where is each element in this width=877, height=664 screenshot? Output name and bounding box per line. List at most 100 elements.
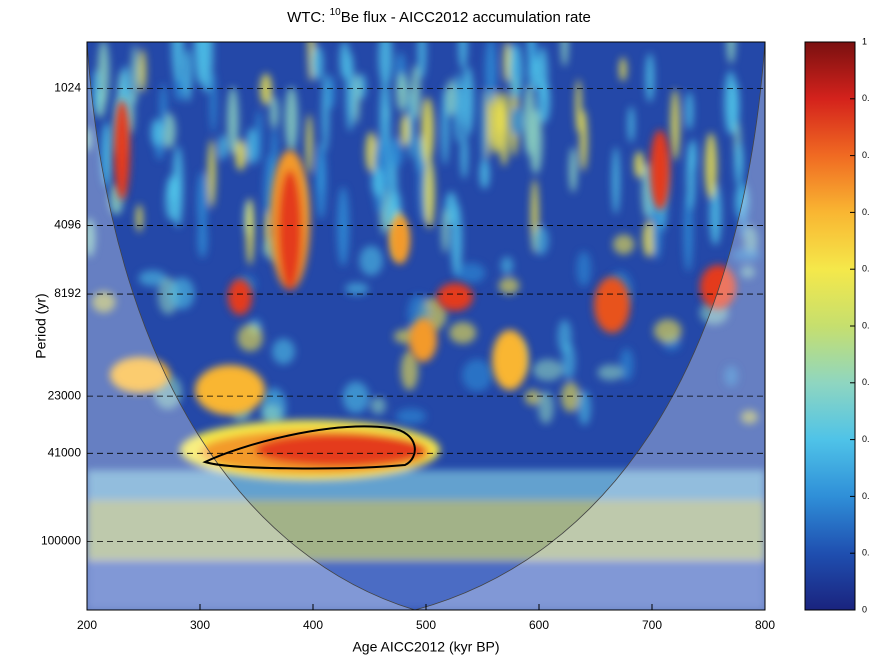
texture (740, 265, 756, 279)
texture (159, 83, 167, 133)
texture (627, 106, 635, 143)
texture (246, 198, 255, 266)
texture (561, 42, 569, 67)
y-tick-label: 1024 (54, 81, 81, 95)
texture (578, 390, 591, 426)
texture (686, 142, 696, 211)
texture (97, 42, 110, 106)
texture (344, 282, 369, 295)
texture (384, 116, 391, 188)
texture (172, 145, 184, 228)
texture (685, 91, 694, 131)
texture (709, 182, 722, 246)
texture (446, 78, 456, 117)
texture (461, 66, 474, 136)
texture (417, 42, 427, 80)
x-tick-label: 500 (416, 618, 436, 632)
title-part: WTC: (287, 9, 330, 26)
texture (739, 203, 748, 238)
texture (395, 408, 427, 424)
texture (371, 167, 384, 197)
colorbar-tick-label: 0. (862, 491, 870, 501)
texture (456, 262, 486, 284)
texture (532, 359, 564, 381)
texture (498, 277, 520, 295)
texture (193, 42, 207, 85)
colorbar-tick-label: 0. (862, 93, 870, 103)
cone-of-influence (87, 42, 765, 610)
texture (218, 134, 227, 161)
texture (532, 225, 549, 256)
texture (420, 97, 435, 165)
texture (510, 106, 523, 137)
texture (260, 404, 282, 422)
texture (227, 86, 239, 155)
texture (612, 146, 620, 215)
texture (131, 44, 139, 104)
texture (449, 321, 477, 344)
x-tick-label: 300 (190, 618, 210, 632)
axes (86, 41, 766, 611)
texture (260, 73, 273, 106)
texture (311, 45, 324, 81)
texture (171, 42, 184, 83)
texture (87, 127, 92, 152)
texture (197, 220, 208, 259)
texture (183, 48, 192, 103)
texture (642, 220, 655, 258)
texture (411, 64, 421, 120)
texture (305, 113, 313, 175)
title-superscript: 10 (330, 7, 342, 18)
field-features (87, 100, 765, 610)
texture (734, 141, 744, 186)
texture (562, 342, 576, 380)
texture (451, 203, 463, 277)
texture (462, 359, 493, 392)
texture (345, 52, 355, 132)
texture (210, 72, 217, 133)
texture (353, 73, 360, 125)
texture (441, 87, 449, 166)
texture (569, 147, 578, 193)
y-tick-label: 4096 (54, 218, 81, 232)
texture (441, 208, 449, 254)
colorbar-tick-label: 0. (862, 320, 870, 330)
texture (272, 338, 295, 365)
texture (653, 319, 682, 343)
texture (634, 151, 645, 179)
texture (284, 86, 299, 152)
texture (579, 109, 588, 172)
texture (454, 72, 462, 144)
texture (683, 191, 693, 272)
texture (500, 256, 514, 275)
coherence-field (87, 42, 765, 610)
texture (378, 42, 393, 86)
texture (269, 95, 279, 130)
texture (169, 277, 195, 310)
colorbar-tick-label: 0. (862, 207, 870, 217)
texture (480, 88, 488, 172)
texture (135, 204, 143, 233)
x-tick-label: 700 (642, 618, 662, 632)
texture (342, 381, 370, 414)
texture (537, 78, 551, 124)
colorbar-tick-label: 1 (862, 36, 867, 46)
texture (138, 48, 146, 93)
texture (524, 389, 541, 406)
colorbar-tick-label: 0. (862, 150, 870, 160)
y-axis-label: Period (yr) (33, 293, 49, 358)
texture (485, 42, 497, 104)
texture (670, 89, 680, 161)
texture (479, 159, 490, 189)
y-tick-label: 23000 (48, 388, 82, 402)
texture (724, 365, 739, 387)
title-part: Be flux - AICC2012 accumulation rate (341, 9, 591, 26)
texture (359, 245, 383, 276)
texture (732, 247, 761, 262)
texture (561, 381, 581, 413)
texture (576, 251, 592, 287)
x-tick-label: 200 (77, 618, 97, 632)
y-tick-label: 8192 (54, 286, 81, 300)
texture (337, 186, 350, 267)
texture (246, 127, 257, 165)
